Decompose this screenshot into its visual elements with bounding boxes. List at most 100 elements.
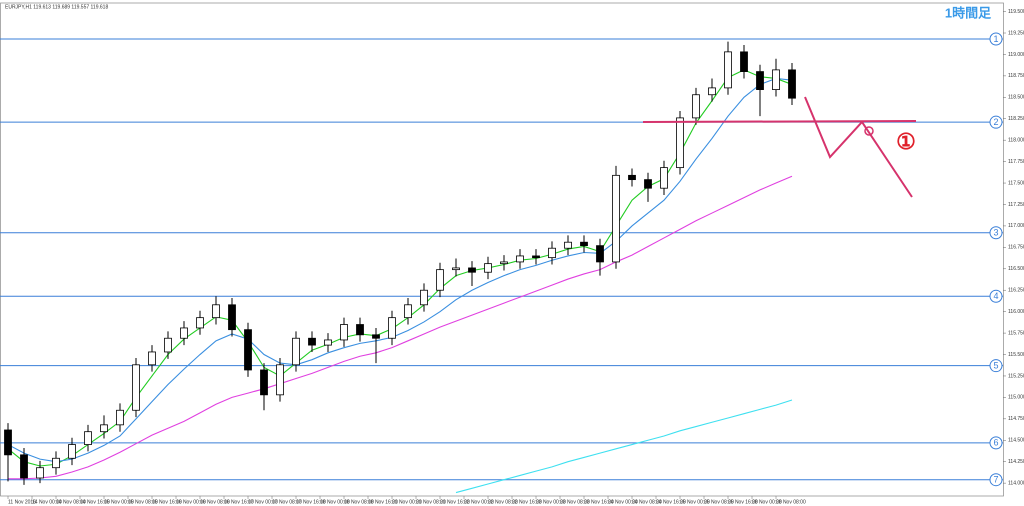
x-tick-label: 11 Nov 2016: [8, 499, 36, 505]
x-tick-label: 15 Nov 16:00: [152, 499, 182, 505]
candle-body: [4, 429, 12, 456]
y-tick-label: 117.250: [1008, 202, 1024, 208]
candle-body: [404, 304, 412, 319]
scenario-path: [804, 96, 913, 198]
y-tick-label: 116.500: [1008, 266, 1024, 272]
level-label: 3: [993, 228, 998, 238]
x-tick-label: 17 Nov 16:00: [296, 499, 326, 505]
levels: 1 2 3 4 5 6 7: [0, 32, 1003, 487]
level-badge: [989, 289, 1003, 303]
candle-body: [420, 289, 428, 306]
candle-body: [372, 334, 380, 339]
x-tick-label: 24 Nov 08:00: [632, 499, 662, 505]
candle-body: [20, 454, 28, 479]
candle-body: [164, 337, 172, 353]
x-tick-label: 28 Nov 00:00: [752, 499, 782, 505]
level-label: 7: [993, 475, 998, 485]
x-tick-label: 24 Nov 16:00: [656, 499, 686, 505]
chart-header: EURJPY,H1 119.613 119.689 119.557 119.61…: [5, 4, 108, 10]
scenario: [642, 96, 917, 198]
y-tick-label: 119.500: [1008, 9, 1024, 15]
x-tick-label: 28 Nov 08:00: [776, 499, 806, 505]
candle-body: [644, 179, 652, 189]
level-label: 2: [993, 117, 998, 127]
x-tick-label: 16 Nov 16:00: [224, 499, 254, 505]
y-tick-label: 118.250: [1008, 116, 1024, 122]
y-tick-label: 116.250: [1008, 288, 1024, 294]
scenario-line: [642, 120, 917, 123]
x-tick-label: 17 Nov 00:00: [248, 499, 278, 505]
candle-body: [772, 69, 780, 90]
x-tick-label: 21 Nov 16:00: [440, 499, 470, 505]
candle-body: [68, 444, 76, 459]
candle-body: [180, 327, 188, 339]
x-tick-label: 18 Nov 16:00: [368, 499, 398, 505]
x-tick-label: 23 Nov 08:00: [560, 499, 590, 505]
candle-body: [52, 457, 60, 469]
y-tick-label: 118.000: [1008, 138, 1024, 144]
y-tick-label: 117.000: [1008, 223, 1024, 229]
x-tick-label: 25 Nov 16:00: [728, 499, 758, 505]
y-tick-label: 115.000: [1008, 395, 1024, 401]
y-tick-label: 119.000: [1008, 52, 1024, 58]
ma-line: [8, 175, 793, 480]
level-badge: [989, 115, 1003, 129]
y-tick-label: 116.750: [1008, 245, 1024, 251]
y-tick-label: 115.500: [1008, 352, 1024, 358]
level-badge: [989, 473, 1003, 487]
annotation: ①: [896, 129, 916, 154]
level-label: 6: [993, 438, 998, 448]
x-tick-label: 24 Nov 00:00: [608, 499, 638, 505]
x-tick-label: 18 Nov 08:00: [344, 499, 374, 505]
candle-body: [788, 69, 796, 99]
y-tick-label: 117.500: [1008, 180, 1024, 186]
plot-frame: [0, 2, 1004, 497]
candle-body: [196, 317, 204, 329]
candle-body: [148, 351, 156, 366]
candle-body: [548, 247, 556, 259]
y-tick-label: 115.250: [1008, 373, 1024, 379]
candle-body: [212, 304, 220, 319]
level-badge: [989, 359, 1003, 373]
x-tick-label: 15 Nov 08:00: [128, 499, 158, 505]
level-badge: [989, 32, 1003, 46]
candle-body: [756, 71, 764, 90]
x-tick-label: 25 Nov 08:00: [704, 499, 734, 505]
candle-body: [324, 339, 332, 346]
candle-body: [532, 255, 540, 259]
candle-body: [100, 424, 108, 433]
y-tick-label: 116.000: [1008, 309, 1024, 315]
candle-body: [340, 324, 348, 341]
candle-body: [628, 174, 636, 181]
candle-body: [724, 51, 732, 89]
candle-body: [740, 51, 748, 72]
y-tick-label: 118.750: [1008, 73, 1024, 79]
candle-body: [468, 267, 476, 273]
candle-body: [260, 369, 268, 396]
candle-body: [244, 329, 252, 371]
candle-body: [612, 174, 620, 263]
level-label: 4: [993, 291, 998, 301]
level-label: 5: [993, 361, 998, 371]
level-label: 1: [993, 34, 998, 44]
candle-body: [276, 364, 284, 396]
grid: 114.000 114.250 114.500 114.750 115.000 115.2…: [7, 9, 1024, 505]
y-tick-label: 114.000: [1008, 480, 1024, 486]
x-tick-label: 18 Nov 00:00: [320, 499, 350, 505]
candle-body: [452, 267, 460, 271]
x-tick-label: 14 Nov 00:00: [32, 499, 62, 505]
candle-body: [36, 467, 44, 479]
y-tick-label: 117.750: [1008, 159, 1024, 165]
candle-body: [596, 245, 604, 263]
candle-body: [516, 255, 524, 263]
x-tick-label: 15 Nov 00:00: [104, 499, 134, 505]
y-tick-label: 115.750: [1008, 330, 1024, 336]
candle-body: [484, 263, 492, 273]
level-badge: [989, 226, 1003, 240]
candle-body: [676, 117, 684, 169]
candle-body: [292, 337, 300, 366]
y-tick-label: 118.500: [1008, 95, 1024, 101]
candle-body: [436, 269, 444, 291]
candle-body: [692, 94, 700, 119]
